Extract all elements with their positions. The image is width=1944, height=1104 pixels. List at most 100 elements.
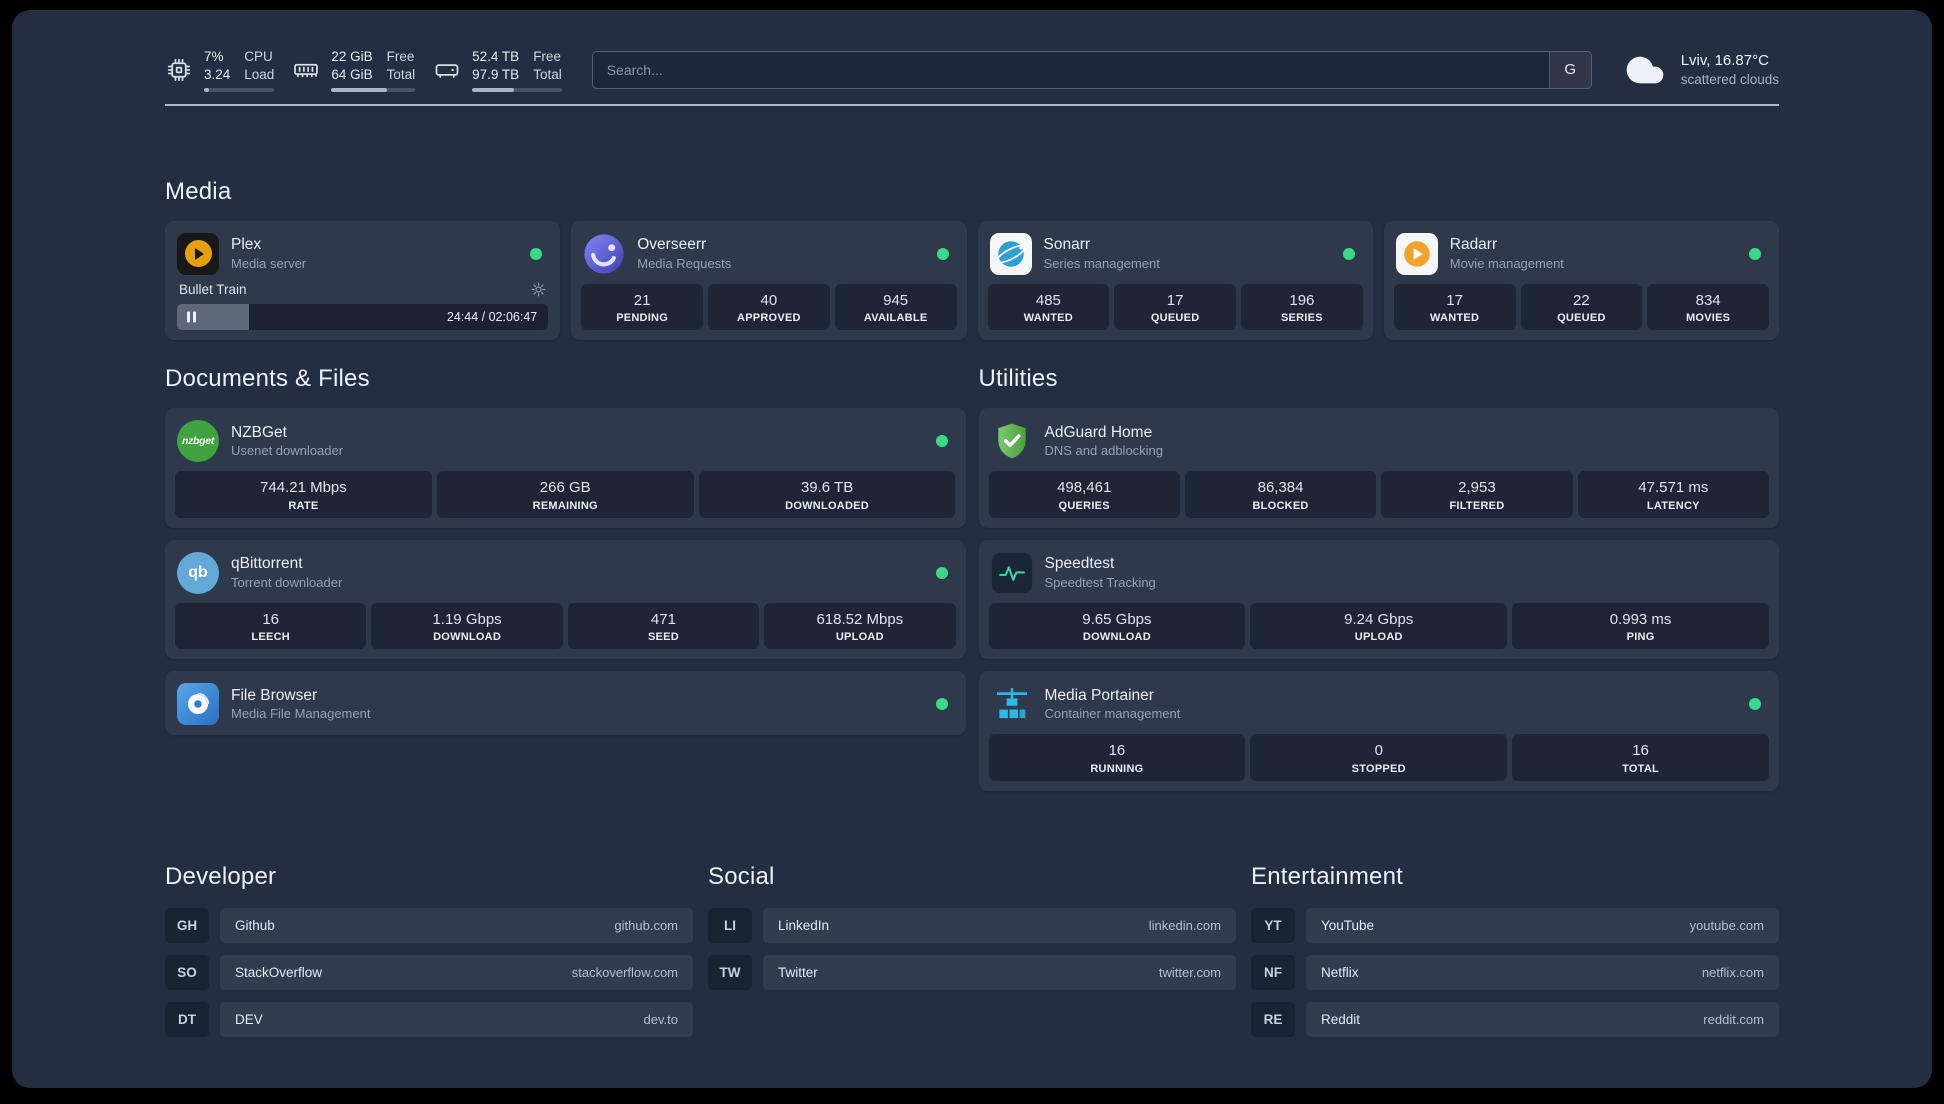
resource-widgets: 7% CPU 3.24 Load [165,48,562,92]
weather-widget: Lviv, 16.87°C scattered clouds [1622,50,1779,90]
radarr-subtitle: Movie management [1449,255,1564,271]
adguard-card: AdGuard Home DNS and adblocking 498,461 … [978,408,1779,528]
filebrowser-icon [177,683,219,726]
bookmark-domain: dev.to [643,1011,678,1027]
filebrowser-card: File Browser Media File Management [165,671,966,736]
adguard-stat-filtered: 2,953 FILTERED [1381,471,1573,518]
overseerr-status-dot [936,247,949,260]
bookmark-domain: stackoverflow.com [571,964,678,980]
overseerr-header[interactable]: Overseerr Media Requests [581,231,956,275]
speedtest-title: Speedtest [1044,555,1115,573]
plex-progress-bar[interactable]: 24:44 / 02:06:47 [177,303,549,330]
section-title-documents: Documents & Files [165,365,370,393]
section-title-entertainment: Entertainment [1251,862,1404,890]
filebrowser-subtitle: Media File Management [231,706,371,722]
radarr-stat-wanted: 17 WANTED [1393,283,1516,331]
bookmark-reddit[interactable]: RE Reddit reddit.com [1251,1001,1779,1037]
speedtest-stat-download: 9.65 Gbps DOWNLOAD [988,602,1246,650]
bookmark-name: Twitter [778,964,818,980]
section-title-social: Social [708,862,775,890]
nzbget-icon: nzbget [177,420,219,463]
bookmark-abbr: RE [1251,1001,1295,1037]
adguard-icon [991,420,1033,462]
bookmark-abbr: YT [1251,907,1295,943]
speedtest-card: Speedtest Speedtest Tracking 9.65 Gbps D… [978,539,1779,660]
plex-title: Plex [231,236,262,254]
section-documents: Documents & Files nzbget NZBGet Usenet d… [165,365,966,803]
bookmark-domain: linkedin.com [1148,917,1221,933]
qbittorrent-status-dot [935,566,948,579]
plex-play-icon [195,247,204,260]
bookmark-name: Netflix [1321,964,1359,980]
ram-resource-widget: 22 GiB Free 64 GiB Total [292,48,416,92]
weather-condition: scattered clouds [1680,71,1779,87]
radarr-header[interactable]: Radarr Movie management [1394,231,1769,275]
search-provider-button[interactable]: G [1548,51,1591,88]
disk-icon [435,64,459,78]
search-input[interactable] [592,51,1549,88]
bookmark-twitter[interactable]: TW Twitter twitter.com [708,954,1236,990]
overseerr-stat-pending: 21 PENDING [581,283,703,331]
bookmark-name: Github [235,917,275,933]
bookmark-abbr: TW [708,954,752,990]
qbittorrent-stat-seed: 471 SEED [567,602,760,650]
disk-total-value: 97.9 TB [472,66,520,82]
nzbget-stat-rate: 744.21 Mbps RATE [175,471,432,518]
portainer-subtitle: Container management [1044,706,1181,722]
ram-total-value: 64 GiB [331,66,373,82]
bookmark-dev[interactable]: DT DEV dev.to [165,1001,693,1037]
sonarr-status-dot [1342,247,1355,260]
speedtest-stat-ping: 0.993 ms PING [1512,602,1769,650]
portainer-icon [991,683,1033,725]
bookmark-youtube[interactable]: YT YouTube youtube.com [1251,907,1779,943]
plex-icon [177,232,219,275]
nzbget-stat-downloaded: 39.6 TB DOWNLOADED [698,471,956,518]
speedtest-header[interactable]: Speedtest Speedtest Tracking [989,550,1770,594]
speedtest-icon [990,551,1033,594]
bookmark-name: YouTube [1321,917,1375,933]
bookmark-abbr: LI [708,907,752,943]
plex-track-title: Bullet Train [179,281,247,297]
cpu-usage-label: CPU [244,49,273,64]
portainer-header[interactable]: Media Portainer Container management [989,681,1770,725]
bookmark-domain: github.com [614,917,678,933]
overseerr-icon [583,233,625,275]
overseerr-subtitle: Media Requests [637,255,732,271]
nzbget-header[interactable]: nzbget NZBGet Usenet downloader [175,418,956,463]
weather-location: Lviv, 16.87°C [1680,52,1769,70]
sonarr-header[interactable]: Sonarr Series management [988,231,1363,275]
bookmark-domain: youtube.com [1689,917,1764,933]
cpu-load-label: Load [244,66,275,82]
overseerr-stat-approved: 40 APPROVED [708,283,830,331]
ram-total-label: Total [386,66,416,82]
bookmark-name: DEV [235,1011,263,1027]
gear-icon[interactable] [531,282,546,297]
bookmark-netflix[interactable]: NF Netflix netflix.com [1251,954,1779,990]
pause-icon[interactable] [187,311,196,323]
bookmarks-social: Social LI LinkedIn linkedin.com TW Twitt… [708,863,1236,1002]
bookmark-stackoverflow[interactable]: SO StackOverflow stackoverflow.com [165,954,693,990]
bookmark-name: Reddit [1321,1011,1361,1027]
bookmark-domain: reddit.com [1703,1011,1764,1027]
adguard-header[interactable]: AdGuard Home DNS and adblocking [989,418,1770,462]
bookmark-linkedin[interactable]: LI LinkedIn linkedin.com [708,907,1236,943]
disk-free-label: Free [533,49,561,64]
section-title-media: Media [165,177,232,205]
adguard-stat-blocked: 86,384 BLOCKED [1184,471,1377,518]
ram-icon [294,63,319,78]
portainer-card: Media Portainer Container management 16 … [978,671,1779,791]
radarr-icon [1395,232,1438,275]
qbittorrent-header[interactable]: qb qBittorrent Torrent downloader [175,550,956,594]
bookmark-abbr: DT [165,1001,209,1037]
sonarr-subtitle: Series management [1043,255,1160,271]
plex-subtitle: Media server [231,255,307,271]
adguard-title: AdGuard Home [1044,423,1153,441]
sonarr-stat-queued: 17 QUEUED [1114,283,1236,331]
filebrowser-header[interactable]: File Browser Media File Management [175,681,956,726]
overseerr-title: Overseerr [637,236,707,254]
plex-status-dot [530,247,543,260]
bookmark-domain: netflix.com [1701,964,1764,980]
search-bar[interactable]: G [591,50,1592,89]
plex-header[interactable]: Plex Media server [175,231,550,275]
bookmark-github[interactable]: GH Github github.com [165,907,693,943]
